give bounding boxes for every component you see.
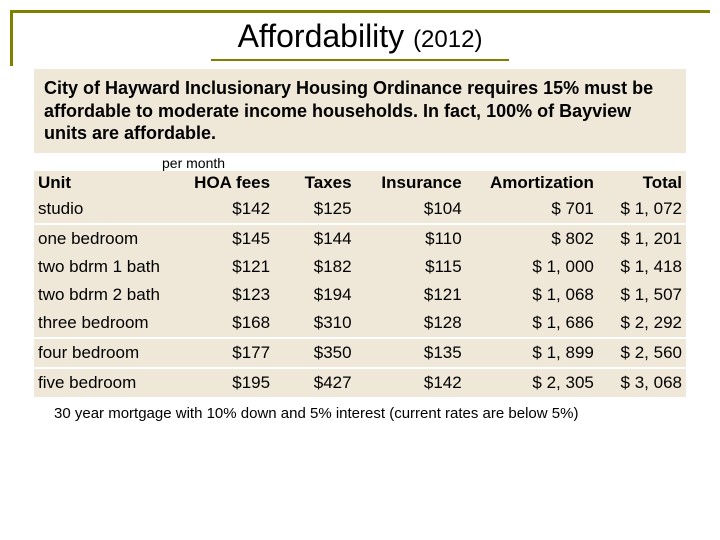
footnote: 30 year mortgage with 10% down and 5% in… [54,405,720,422]
per-month-label: per month [162,155,720,171]
cell-insurance: $135 [356,338,466,368]
cell-total: $ 1, 507 [598,281,686,309]
table-header-row: Unit HOA fees Taxes Insurance Amortizati… [34,171,686,195]
cell-insurance: $110 [356,224,466,253]
cell-hoa: $121 [175,253,274,281]
cell-taxes: $125 [274,195,356,224]
title-underline [211,59,509,61]
cell-taxes: $144 [274,224,356,253]
table-row: two bdrm 2 bath $123 $194 $121 $ 1, 068 … [34,281,686,309]
cell-hoa: $177 [175,338,274,368]
cell-insurance: $104 [356,195,466,224]
cell-amortization: $ 701 [466,195,598,224]
table-row: studio $142 $125 $104 $ 701 $ 1, 072 [34,195,686,224]
cell-hoa: $195 [175,368,274,397]
cell-taxes: $350 [274,338,356,368]
col-hoa: HOA fees [175,171,274,195]
col-amortization: Amortization [466,171,598,195]
affordability-table: Unit HOA fees Taxes Insurance Amortizati… [34,171,686,397]
table-row: two bdrm 1 bath $121 $182 $115 $ 1, 000 … [34,253,686,281]
cell-insurance: $142 [356,368,466,397]
cell-insurance: $128 [356,309,466,338]
cell-total: $ 1, 201 [598,224,686,253]
cell-insurance: $115 [356,253,466,281]
cell-unit: two bdrm 1 bath [34,253,175,281]
cell-unit: two bdrm 2 bath [34,281,175,309]
cell-taxes: $194 [274,281,356,309]
cell-amortization: $ 1, 000 [466,253,598,281]
cell-insurance: $121 [356,281,466,309]
col-taxes: Taxes [274,171,356,195]
cell-total: $ 1, 418 [598,253,686,281]
cell-unit: five bedroom [34,368,175,397]
title-year: (2012) [413,26,482,53]
cell-unit: one bedroom [34,224,175,253]
table-row: one bedroom $145 $144 $110 $ 802 $ 1, 20… [34,224,686,253]
cell-hoa: $168 [175,309,274,338]
cell-unit: studio [34,195,175,224]
cell-amortization: $ 2, 305 [466,368,598,397]
cell-amortization: $ 1, 068 [466,281,598,309]
table-row: three bedroom $168 $310 $128 $ 1, 686 $ … [34,309,686,338]
cell-total: $ 2, 560 [598,338,686,368]
cell-hoa: $142 [175,195,274,224]
cell-total: $ 3, 068 [598,368,686,397]
cell-hoa: $145 [175,224,274,253]
cell-taxes: $310 [274,309,356,338]
table-row: four bedroom $177 $350 $135 $ 1, 899 $ 2… [34,338,686,368]
title-main: Affordability [238,18,405,54]
cell-total: $ 1, 072 [598,195,686,224]
page-title: Affordability (2012) [0,0,720,55]
col-total: Total [598,171,686,195]
cell-taxes: $182 [274,253,356,281]
cell-unit: three bedroom [34,309,175,338]
border-top [10,10,710,13]
intro-box: City of Hayward Inclusionary Housing Ord… [34,69,686,153]
cell-hoa: $123 [175,281,274,309]
cell-unit: four bedroom [34,338,175,368]
table-row: five bedroom $195 $427 $142 $ 2, 305 $ 3… [34,368,686,397]
cell-amortization: $ 1, 686 [466,309,598,338]
cell-amortization: $ 1, 899 [466,338,598,368]
cell-amortization: $ 802 [466,224,598,253]
cell-total: $ 2, 292 [598,309,686,338]
col-unit: Unit [34,171,175,195]
cell-taxes: $427 [274,368,356,397]
border-left [10,10,13,66]
col-insurance: Insurance [356,171,466,195]
